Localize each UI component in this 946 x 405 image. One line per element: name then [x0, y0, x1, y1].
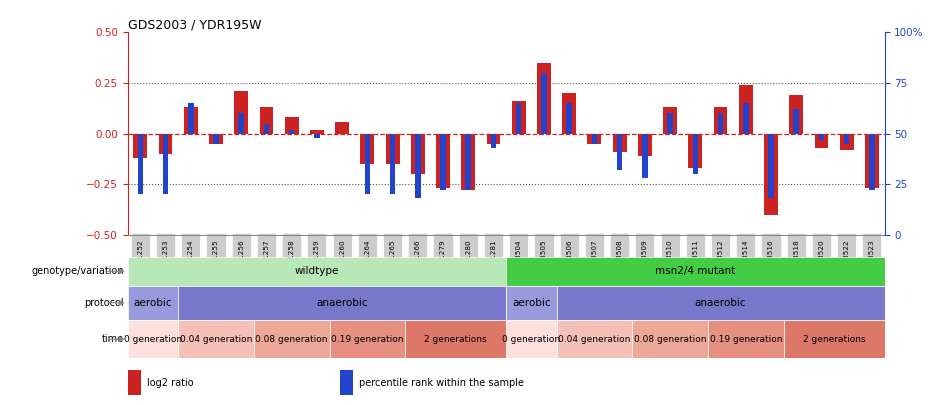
- Bar: [163, 134, 168, 194]
- Bar: [209, 134, 223, 144]
- Text: aerobic: aerobic: [133, 298, 172, 308]
- Bar: [815, 134, 829, 148]
- Bar: [713, 107, 727, 134]
- Bar: [632, 320, 708, 358]
- Bar: [663, 107, 677, 134]
- Bar: [386, 134, 399, 164]
- Bar: [556, 320, 632, 358]
- Bar: [768, 134, 774, 198]
- Bar: [541, 73, 547, 134]
- Bar: [259, 107, 273, 134]
- Bar: [587, 134, 602, 144]
- Bar: [617, 134, 622, 170]
- Bar: [462, 134, 475, 190]
- Bar: [264, 124, 270, 134]
- Bar: [314, 134, 320, 138]
- Bar: [289, 130, 294, 134]
- Text: anaerobic: anaerobic: [316, 298, 368, 308]
- Bar: [133, 134, 148, 158]
- Bar: [506, 286, 556, 320]
- Bar: [486, 134, 500, 144]
- Text: percentile rank within the sample: percentile rank within the sample: [359, 378, 523, 388]
- Bar: [411, 134, 425, 174]
- Bar: [128, 286, 178, 320]
- Bar: [465, 134, 471, 190]
- Bar: [184, 107, 198, 134]
- Text: time: time: [102, 334, 124, 344]
- Bar: [516, 103, 521, 134]
- Bar: [818, 134, 824, 140]
- Bar: [743, 103, 748, 134]
- Bar: [567, 103, 572, 134]
- Bar: [794, 109, 799, 134]
- Bar: [642, 134, 648, 178]
- Text: 0.19 generation: 0.19 generation: [331, 335, 404, 344]
- Text: msn2/4 mutant: msn2/4 mutant: [656, 266, 735, 276]
- Bar: [591, 134, 597, 144]
- Bar: [739, 85, 753, 134]
- Bar: [506, 257, 885, 286]
- Text: 2 generations: 2 generations: [803, 335, 866, 344]
- Bar: [390, 134, 395, 194]
- Text: 0.08 generation: 0.08 generation: [255, 335, 328, 344]
- Text: 0 generation: 0 generation: [502, 335, 560, 344]
- Text: anaerobic: anaerobic: [694, 298, 746, 308]
- Bar: [789, 95, 803, 134]
- Bar: [613, 134, 626, 152]
- Bar: [340, 370, 353, 395]
- Text: GDS2003 / YDR195W: GDS2003 / YDR195W: [128, 18, 261, 31]
- Bar: [235, 91, 248, 134]
- Bar: [128, 257, 506, 286]
- Bar: [667, 113, 673, 134]
- Bar: [178, 320, 254, 358]
- Bar: [285, 117, 299, 134]
- Text: 0.04 generation: 0.04 generation: [180, 335, 253, 344]
- Text: wildtype: wildtype: [295, 266, 339, 276]
- Bar: [128, 370, 141, 395]
- Bar: [360, 134, 375, 164]
- Bar: [869, 134, 875, 190]
- Bar: [506, 320, 556, 358]
- Text: genotype/variation: genotype/variation: [31, 266, 124, 276]
- Bar: [436, 134, 450, 188]
- Bar: [512, 101, 526, 134]
- Bar: [638, 134, 652, 156]
- Bar: [840, 134, 853, 150]
- Bar: [718, 113, 724, 134]
- Bar: [364, 134, 370, 194]
- Bar: [708, 320, 783, 358]
- Bar: [213, 134, 219, 144]
- Bar: [537, 63, 551, 134]
- Text: 0.19 generation: 0.19 generation: [710, 335, 782, 344]
- Text: 0.04 generation: 0.04 generation: [558, 335, 631, 344]
- Bar: [335, 122, 349, 134]
- Bar: [562, 93, 576, 134]
- Bar: [692, 134, 698, 174]
- Bar: [783, 320, 885, 358]
- Bar: [238, 113, 244, 134]
- Text: 0 generation: 0 generation: [124, 335, 182, 344]
- Bar: [440, 134, 446, 190]
- Bar: [159, 134, 172, 154]
- Text: 2 generations: 2 generations: [425, 335, 487, 344]
- Bar: [865, 134, 879, 188]
- Text: log2 ratio: log2 ratio: [147, 378, 193, 388]
- Bar: [254, 320, 329, 358]
- Text: protocol: protocol: [84, 298, 124, 308]
- Bar: [128, 320, 178, 358]
- Bar: [310, 130, 324, 134]
- Text: 0.08 generation: 0.08 generation: [634, 335, 707, 344]
- Bar: [764, 134, 778, 215]
- Bar: [415, 134, 421, 198]
- Bar: [405, 320, 506, 358]
- Bar: [178, 286, 506, 320]
- Bar: [329, 320, 405, 358]
- Bar: [491, 134, 497, 148]
- Bar: [689, 134, 702, 168]
- Bar: [137, 134, 143, 194]
- Bar: [556, 286, 885, 320]
- Bar: [188, 103, 194, 134]
- Bar: [844, 134, 850, 144]
- Text: aerobic: aerobic: [512, 298, 551, 308]
